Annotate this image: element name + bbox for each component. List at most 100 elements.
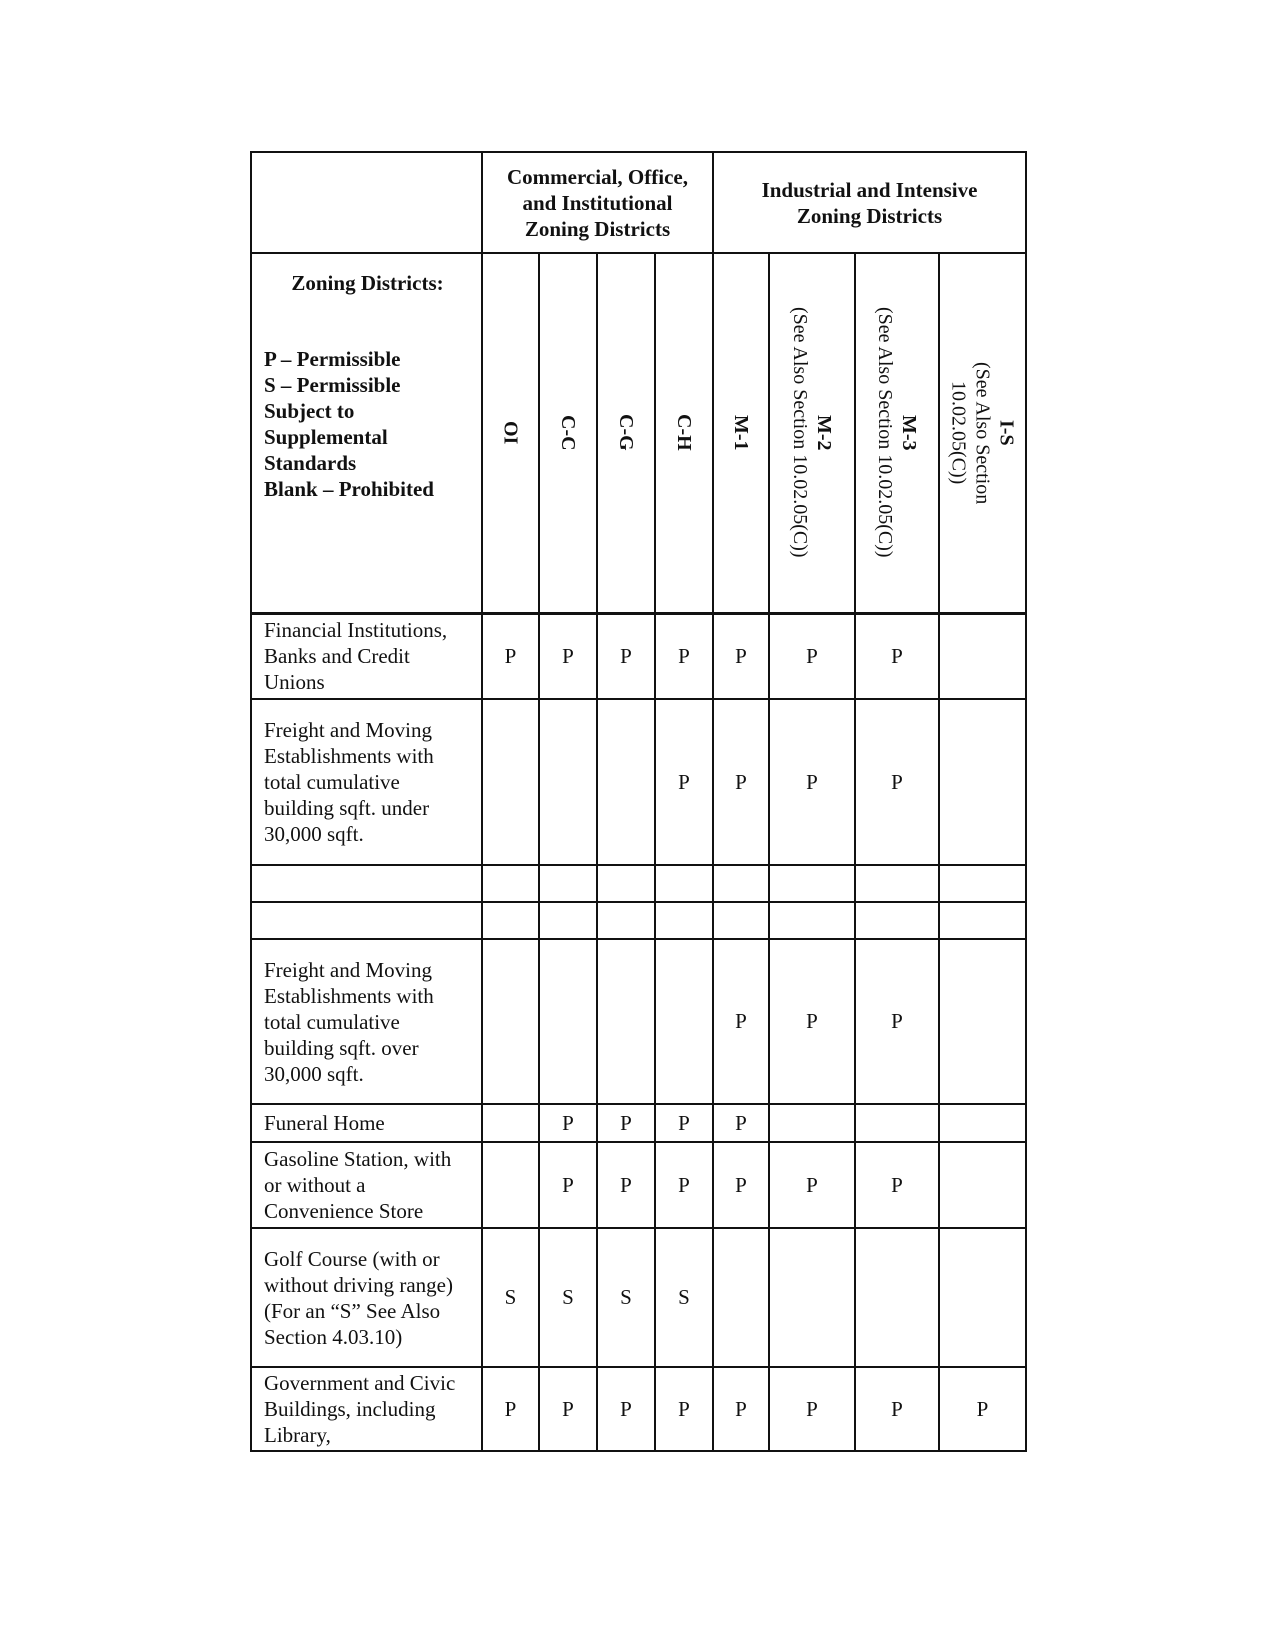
- permission-cell: P: [712, 938, 770, 1105]
- permission-cell: [538, 864, 598, 903]
- permission-cell: [937, 612, 1028, 700]
- permission-cell: P: [854, 938, 940, 1105]
- permission-cell: P: [768, 698, 856, 866]
- permission-cell: [654, 901, 714, 940]
- permission-cell: [712, 901, 770, 940]
- col-m1: M-1: [712, 252, 770, 615]
- permission-cell: [538, 901, 598, 940]
- permission-cell: [481, 938, 540, 1105]
- blank-corner-cell: [250, 151, 483, 254]
- permission-cell: [937, 901, 1028, 940]
- permission-cell: P: [481, 612, 540, 700]
- permission-cell: [768, 1103, 856, 1143]
- table-row: Freight and Moving Establishments with t…: [250, 698, 1028, 866]
- col-ch: C-H: [654, 252, 714, 615]
- permission-cell: S: [538, 1227, 598, 1368]
- permission-cell: [937, 864, 1028, 903]
- permission-cell: [481, 901, 540, 940]
- permission-cell: P: [712, 612, 770, 700]
- permission-cell: S: [481, 1227, 540, 1368]
- legend-prohibited: Blank – Prohibited: [264, 477, 434, 501]
- permission-cell: [481, 698, 540, 866]
- use-label: [250, 901, 483, 940]
- use-label: Funeral Home: [250, 1103, 483, 1143]
- permission-cell: [481, 1103, 540, 1143]
- group-industrial: Industrial and Intensive Zoning District…: [711, 151, 1028, 254]
- permission-cell: P: [937, 1366, 1028, 1452]
- legend-permissible: P – Permissible: [264, 347, 401, 371]
- col-m3: M-3 (See Also Section 10.02.05(C)): [854, 252, 940, 615]
- permission-cell: [596, 901, 656, 940]
- legend-title: Zoning Districts:: [291, 271, 444, 295]
- permission-cell: P: [712, 1103, 770, 1143]
- use-label: Financial Institutions, Banks and Credit…: [250, 612, 483, 700]
- permission-cell: [654, 864, 714, 903]
- permission-cell: P: [654, 698, 714, 866]
- permission-cell: P: [596, 612, 656, 700]
- permission-cell: [937, 1103, 1028, 1143]
- use-label: Government and Civic Buildings, includin…: [250, 1366, 483, 1452]
- permission-cell: P: [768, 1141, 856, 1229]
- permission-cell: [481, 864, 540, 903]
- permission-cell: [712, 864, 770, 903]
- permission-cell: P: [596, 1141, 656, 1229]
- legend-cell: Zoning Districts: P – Permissible S – Pe…: [250, 252, 483, 615]
- col-is: I-S (See Also Section 10.02.05(C)): [937, 252, 1028, 615]
- permission-cell: P: [854, 612, 940, 700]
- permission-cell: [596, 864, 656, 903]
- permission-cell: [937, 1141, 1028, 1229]
- permission-cell: P: [654, 1141, 714, 1229]
- zoning-use-table: Commercial, Office, and Institutional Zo…: [250, 151, 1028, 1452]
- table-row: Gasoline Station, with or without a Conv…: [250, 1141, 1028, 1229]
- col-oi: OI: [481, 252, 540, 615]
- permission-cell: [854, 1103, 940, 1143]
- table-row: Government and Civic Buildings, includin…: [250, 1366, 1028, 1452]
- permission-cell: [768, 901, 856, 940]
- permission-cell: [768, 1227, 856, 1368]
- permission-cell: [596, 698, 656, 866]
- permission-cell: [712, 1227, 770, 1368]
- use-label: [250, 864, 483, 903]
- permission-cell: P: [654, 612, 714, 700]
- permission-cell: P: [712, 1141, 770, 1229]
- col-cc: C-C: [538, 252, 598, 615]
- use-label: Gasoline Station, with or without a Conv…: [250, 1141, 483, 1229]
- group-header-row: Commercial, Office, and Institutional Zo…: [250, 151, 1028, 254]
- table-row: Financial Institutions, Banks and Credit…: [250, 612, 1028, 700]
- permission-cell: [937, 1227, 1028, 1368]
- permission-cell: S: [596, 1227, 656, 1368]
- permission-cell: P: [768, 938, 856, 1105]
- permission-cell: P: [768, 612, 856, 700]
- permission-cell: [854, 901, 940, 940]
- permission-cell: [654, 938, 714, 1105]
- table-row: [250, 864, 1028, 903]
- permission-cell: S: [654, 1227, 714, 1368]
- permission-cell: P: [538, 612, 598, 700]
- permission-cell: P: [654, 1103, 714, 1143]
- permission-cell: [854, 864, 940, 903]
- permission-cell: P: [854, 698, 940, 866]
- legend-supplemental: S – Permissible Subject to Supplemental …: [264, 373, 401, 475]
- use-label: Freight and Moving Establishments with t…: [250, 938, 483, 1105]
- use-label: Freight and Moving Establishments with t…: [250, 698, 483, 866]
- permission-cell: P: [596, 1103, 656, 1143]
- use-label: Golf Course (with or without driving ran…: [250, 1227, 483, 1368]
- permission-cell: P: [654, 1366, 714, 1452]
- permission-cell: P: [768, 1366, 856, 1452]
- col-cg: C-G: [596, 252, 656, 615]
- column-header-row: Zoning Districts: P – Permissible S – Pe…: [250, 252, 1028, 615]
- table-row: Freight and Moving Establishments with t…: [250, 938, 1028, 1105]
- permission-cell: P: [854, 1141, 940, 1229]
- permission-cell: [937, 938, 1028, 1105]
- group-commercial: Commercial, Office, and Institutional Zo…: [481, 151, 714, 254]
- permission-cell: [768, 864, 856, 903]
- permission-cell: P: [481, 1366, 540, 1452]
- table-row: Golf Course (with or without driving ran…: [250, 1227, 1028, 1368]
- permission-cell: P: [538, 1141, 598, 1229]
- table-row: Funeral Home P P P P: [250, 1103, 1028, 1143]
- permission-cell: P: [538, 1366, 598, 1452]
- permission-cell: [596, 938, 656, 1105]
- col-m2: M-2 (See Also Section 10.02.05(C)): [768, 252, 856, 615]
- permission-cell: P: [854, 1366, 940, 1452]
- permission-cell: [538, 698, 598, 866]
